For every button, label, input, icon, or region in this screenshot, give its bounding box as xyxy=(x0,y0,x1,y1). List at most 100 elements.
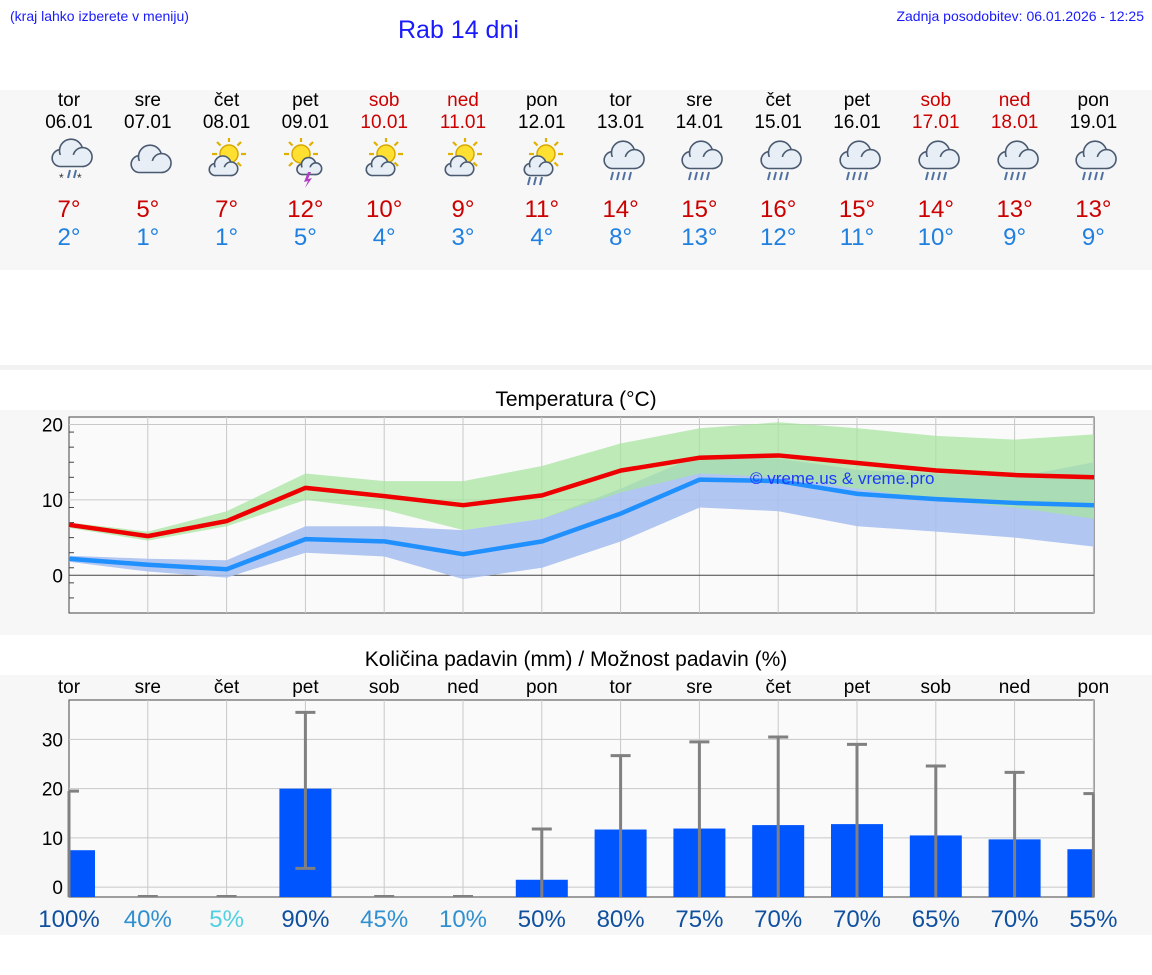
sun-ray xyxy=(215,141,221,147)
lightning-bolt xyxy=(304,172,313,188)
cloud-rain-icon xyxy=(1075,140,1118,181)
sun-cloud-icon xyxy=(365,138,404,177)
forecast-panel: tor 06.01 * * 7° 2° sre 07.01 5° 1° čet 08.01 7° 1° pe… xyxy=(0,90,1152,270)
cloud-rain-icon xyxy=(918,140,960,181)
cloud-part xyxy=(768,156,792,170)
rain-drop xyxy=(609,171,614,181)
temperature-chart-panel: 0 10 20 © vreme.us & vreme.pro xyxy=(0,410,1152,635)
cloud-rain-icon xyxy=(681,140,724,181)
day-date: 12.01 xyxy=(518,112,566,133)
min-temp: 10° xyxy=(917,224,954,251)
sun-ray xyxy=(553,141,559,147)
rain-drop xyxy=(846,171,850,181)
rain-drop xyxy=(767,171,772,181)
page-title: Rab 14 dni xyxy=(398,16,519,44)
sun-rain-icon xyxy=(523,138,563,186)
sun-ray xyxy=(452,141,458,147)
sun-cloud-icon xyxy=(444,138,482,177)
day-column: pet 09.01 12° 5° xyxy=(265,90,345,252)
x-day-label: tor xyxy=(610,677,633,698)
day-column: ned 18.01 13° 9° xyxy=(975,90,1055,252)
precip-chart-title: Količina padavin (mm) / Možnost padavin … xyxy=(364,648,788,671)
sun-ray xyxy=(373,141,379,147)
precip-bar xyxy=(1067,849,1094,897)
precip-probability: 5% xyxy=(209,906,244,933)
cloud-part xyxy=(926,156,950,170)
rain-drop xyxy=(858,171,862,181)
precip-probability: 65% xyxy=(912,906,960,933)
day-column: sob 17.01 14° 10° xyxy=(896,90,976,252)
rain-drop xyxy=(700,171,705,181)
min-temp: 4° xyxy=(372,224,396,251)
max-temp: 14° xyxy=(602,196,639,223)
day-name: sob xyxy=(368,90,400,111)
cloud-part xyxy=(1083,156,1107,170)
x-day-label: sre xyxy=(686,677,712,698)
rain-drop xyxy=(1009,171,1014,181)
day-date: 13.01 xyxy=(596,112,645,133)
sun-ray xyxy=(472,161,478,167)
y-tick-label: 30 xyxy=(42,730,63,751)
cloud-part xyxy=(611,156,635,170)
day-name: čet xyxy=(765,90,791,111)
day-column: sob 10.01 10° 4° xyxy=(344,90,424,252)
day-column: pon 12.01 11° 4° xyxy=(502,90,582,252)
rain-drop xyxy=(688,171,693,181)
min-temp: 2° xyxy=(57,224,81,251)
precip-probability: 80% xyxy=(597,906,645,933)
x-day-label: ned xyxy=(447,677,479,698)
min-temp: 1° xyxy=(215,224,239,251)
x-day-label: pon xyxy=(526,677,558,698)
y-tick-label: 0 xyxy=(52,878,63,899)
max-temp: 5° xyxy=(136,196,160,223)
x-day-label: čet xyxy=(214,677,240,698)
day-column: tor 13.01 14° 8° xyxy=(581,90,661,252)
precip-chart-panel: tor sre čet pet sob ned pon tor sre čet pet sob ned p… xyxy=(0,675,1152,935)
y-tick-label: 10 xyxy=(42,829,63,850)
cloud-part xyxy=(371,167,389,177)
rain-drop xyxy=(73,169,77,179)
cloud-sleet-icon: * * xyxy=(51,138,93,185)
precip-probability: 70% xyxy=(833,906,881,933)
rain-drop xyxy=(924,171,929,181)
max-temp: 15° xyxy=(681,196,718,223)
rain-drop xyxy=(1082,171,1087,181)
day-date: 15.01 xyxy=(754,112,802,133)
rain-drop xyxy=(532,176,537,186)
sun-thunder-icon xyxy=(284,138,323,188)
day-name: pon xyxy=(1077,90,1110,111)
sun-ray xyxy=(553,161,559,167)
day-name: ned xyxy=(447,90,479,111)
cloud-part xyxy=(1005,156,1029,170)
rain-drop xyxy=(621,171,626,181)
x-day-label: pet xyxy=(292,677,319,698)
cloud-rain-icon xyxy=(1075,140,1118,181)
cloud-part xyxy=(59,154,83,168)
temperature-chart: 0 10 20 © vreme.us & vreme.pro xyxy=(42,416,1095,614)
y-tick-label: 20 xyxy=(42,780,63,801)
day-name: pon xyxy=(525,90,558,111)
rain-drop xyxy=(936,171,941,181)
max-temp: 12° xyxy=(287,196,324,223)
min-temp: 11° xyxy=(839,224,875,251)
sun-ray xyxy=(309,141,315,147)
temperature-chart-title: Temperatura (°C) xyxy=(495,388,657,411)
min-temp: 3° xyxy=(451,224,475,251)
rain-drop xyxy=(694,171,699,181)
min-temp: 1° xyxy=(136,224,160,251)
sun-rain-icon xyxy=(523,138,563,186)
precip-probability: 100% xyxy=(38,906,99,933)
cloud-rain-icon xyxy=(996,140,1039,181)
day-date: 07.01 xyxy=(124,112,172,133)
precip-probability: 90% xyxy=(281,906,329,933)
cloud-rain-icon xyxy=(681,140,724,181)
day-column: pon 19.01 13° 9° xyxy=(1053,90,1133,252)
rain-drop xyxy=(942,171,947,181)
day-column: čet 08.01 7° 1° xyxy=(187,90,267,252)
day-name: tor xyxy=(609,90,632,111)
day-name: ned xyxy=(998,90,1031,111)
sun-cloud-icon xyxy=(208,138,246,177)
day-date: 17.01 xyxy=(912,112,960,133)
precip-probability: 45% xyxy=(360,906,408,933)
snow-flake: * xyxy=(59,171,64,185)
